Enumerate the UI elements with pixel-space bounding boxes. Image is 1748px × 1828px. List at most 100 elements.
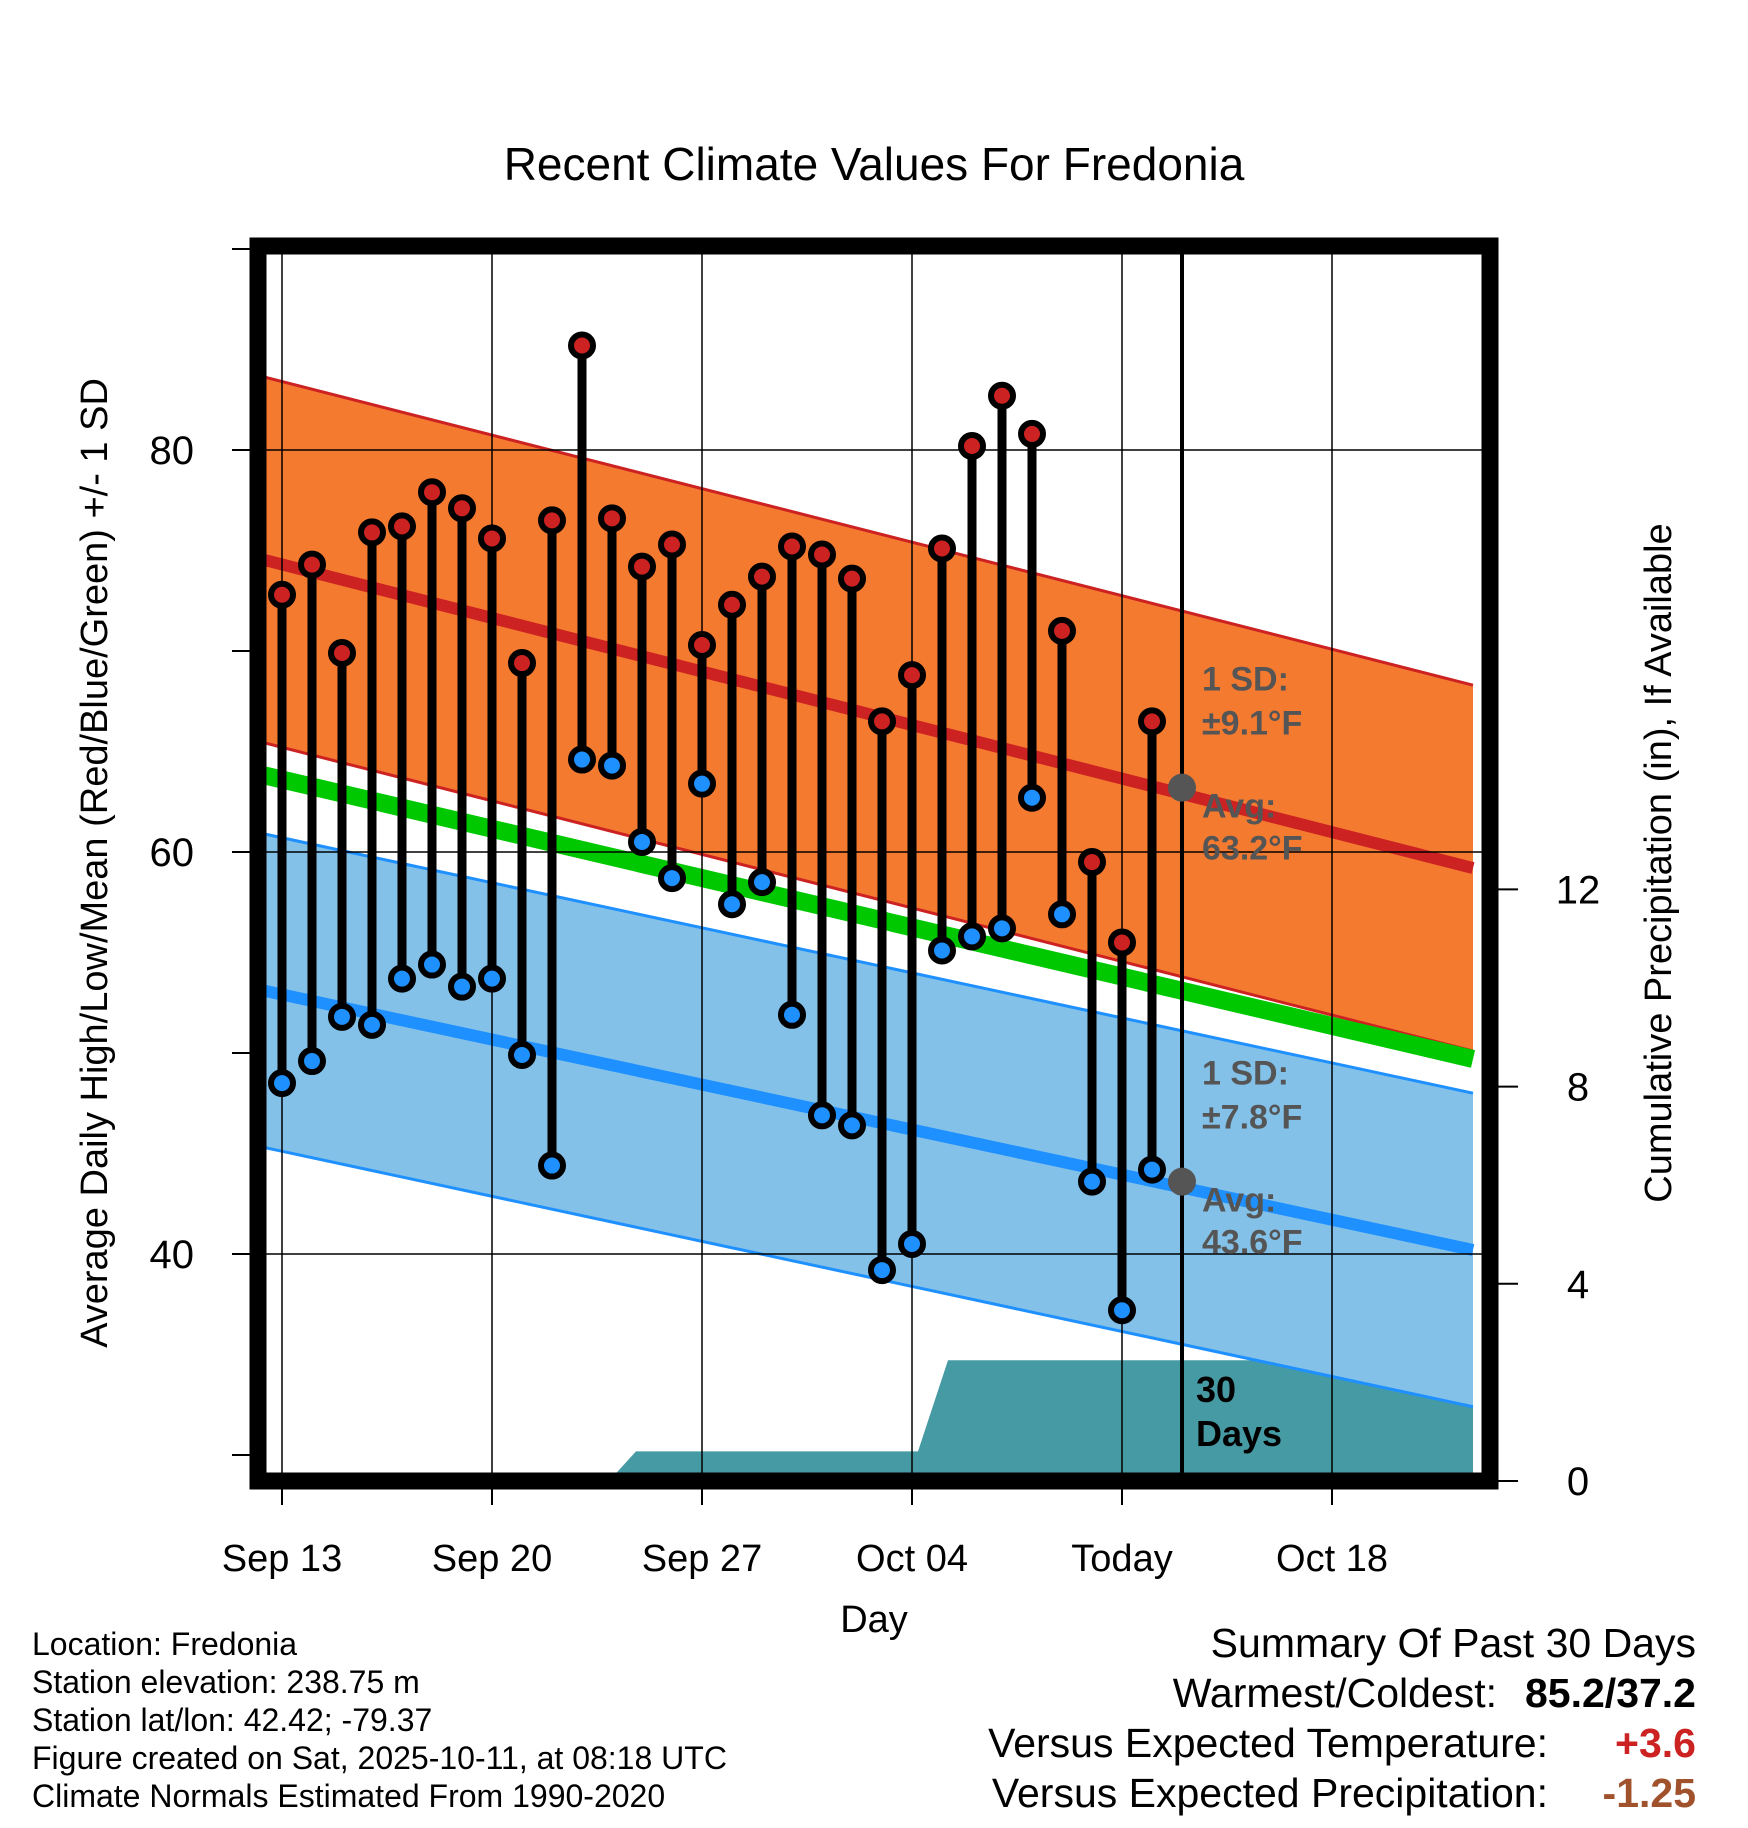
daily-high-marker (748, 562, 776, 591)
y-tick-label: 60 (150, 831, 195, 875)
x-tick-label: Today (1071, 1538, 1172, 1580)
daily-high-marker (928, 534, 956, 563)
daily-low-marker (268, 1069, 296, 1098)
today-low-sd-label: 1 SD: (1202, 1055, 1289, 1093)
daily-high-marker (838, 564, 866, 593)
daily-high-marker (628, 552, 656, 581)
daily-high-marker (1108, 928, 1136, 957)
daily-high-marker (988, 381, 1016, 410)
daily-low-marker (1018, 783, 1046, 812)
daily-low-marker (688, 769, 716, 798)
daily-high-marker (268, 580, 296, 609)
normal-high-band-upper (258, 373, 1474, 687)
info-normals: Climate Normals Estimated From 1990-2020 (32, 1778, 666, 1814)
precip-anomaly-value: -1.25 (1602, 1770, 1696, 1816)
daily-low-marker (898, 1229, 926, 1258)
today-high-avg-dot (1168, 773, 1196, 802)
daily-high-marker (868, 707, 896, 736)
summary-panel: Summary Of Past 30 Days Warmest/Coldest:… (988, 1618, 1696, 1818)
daily-high-marker (1078, 848, 1106, 877)
period-label-days: Days (1196, 1413, 1282, 1454)
daily-high-marker (478, 524, 506, 553)
daily-high-marker (508, 649, 536, 678)
info-location: Location: Fredonia (32, 1626, 298, 1662)
info-elevation: Station elevation: 238.75 m (32, 1664, 420, 1700)
y2-axis-label: Cumulative Precipitation (in), If Availa… (1638, 523, 1680, 1202)
warmest-value: 85.2/37.2 (1525, 1670, 1696, 1716)
x-axis-label: Day (840, 1599, 908, 1641)
daily-low-marker (448, 972, 476, 1001)
x-tick-label: Oct 18 (1276, 1538, 1388, 1580)
daily-low-marker (1108, 1296, 1136, 1325)
daily-low-marker (298, 1047, 326, 1076)
daily-high-marker (598, 504, 626, 533)
daily-low-marker (958, 922, 986, 951)
daily-low-marker (1078, 1167, 1106, 1196)
daily-high-marker (658, 530, 686, 559)
daily-low-marker (1138, 1155, 1166, 1184)
daily-high-marker (1018, 419, 1046, 448)
summary-warmest-row: Warmest/Coldest: 85.2/37.2 (988, 1668, 1696, 1718)
daily-high-marker (538, 506, 566, 535)
today-low-sd-value: ±7.8°F (1202, 1099, 1302, 1137)
daily-low-marker (988, 914, 1016, 943)
daily-low-marker (388, 964, 416, 993)
daily-low-marker (598, 751, 626, 780)
daily-low-marker (778, 1000, 806, 1029)
x-tick-label: Oct 04 (856, 1538, 968, 1580)
precip-area (609, 1360, 1473, 1481)
warmest-label: Warmest/Coldest: (1172, 1670, 1497, 1716)
daily-low-marker (658, 864, 686, 893)
today-low-avg-label: Avg: (1202, 1182, 1276, 1220)
daily-low-marker (418, 950, 446, 979)
today-high-avg-label: Avg: (1202, 788, 1276, 826)
today-high-sd-value: ±9.1°F (1202, 705, 1302, 743)
y2-tick-label: 4 (1567, 1263, 1589, 1307)
info-created: Figure created on Sat, 2025-10-11, at 08… (32, 1740, 727, 1776)
period-label-number: 30 (1196, 1369, 1236, 1410)
info-latlon: Station lat/lon: 42.42; -79.37 (32, 1702, 433, 1738)
y2-tick-label: 12 (1556, 868, 1601, 912)
daily-high-marker (778, 532, 806, 561)
x-tick-label: Sep 20 (432, 1538, 552, 1580)
x-tick-label: Sep 27 (642, 1538, 762, 1580)
station-info: Location: Fredonia Station elevation: 23… (32, 1625, 727, 1815)
daily-low-marker (838, 1111, 866, 1140)
daily-high-marker (688, 630, 716, 659)
daily-low-marker (508, 1041, 536, 1070)
daily-low-marker (1048, 900, 1076, 929)
today-low-avg-dot (1168, 1167, 1196, 1196)
y-axis-label: Average Daily High/Low/Mean (Red/Blue/Gr… (74, 378, 116, 1348)
y-tick-label: 40 (150, 1233, 195, 1277)
temp-anomaly-value: +3.6 (1615, 1720, 1696, 1766)
today-low-avg-value: 43.6°F (1202, 1224, 1303, 1262)
daily-high-marker (328, 639, 356, 668)
temp-anomaly-label: Versus Expected Temperature: (988, 1720, 1548, 1766)
precip-anomaly-label: Versus Expected Precipitation: (991, 1770, 1548, 1816)
daily-low-marker (868, 1256, 896, 1285)
y2-tick-label: 8 (1567, 1066, 1589, 1110)
daily-low-marker (748, 868, 776, 897)
summary-title: Summary Of Past 30 Days (1210, 1620, 1696, 1666)
chart-title: Recent Climate Values For Fredonia (504, 138, 1245, 190)
y2-tick-label: 0 (1567, 1460, 1589, 1504)
daily-low-marker (718, 890, 746, 919)
summary-precip-row: Versus Expected Precipitation: -1.25 (988, 1768, 1696, 1818)
daily-low-marker (928, 936, 956, 965)
summary-temp-row: Versus Expected Temperature: +3.6 (988, 1718, 1696, 1768)
daily-low-marker (478, 964, 506, 993)
y-tick-label: 80 (150, 429, 195, 473)
x-tick-label: Sep 13 (222, 1538, 342, 1580)
daily-high-marker (358, 518, 386, 547)
plot-frame (249, 237, 1499, 1490)
daily-low-marker (628, 827, 656, 856)
daily-high-marker (388, 512, 416, 541)
daily-high-marker (568, 331, 596, 360)
today-high-avg-value: 63.2°F (1202, 830, 1303, 868)
daily-high-marker (448, 494, 476, 523)
today-high-sd-label: 1 SD: (1202, 661, 1289, 699)
daily-high-marker (898, 661, 926, 690)
daily-low-marker (358, 1010, 386, 1039)
daily-high-marker (808, 540, 836, 569)
